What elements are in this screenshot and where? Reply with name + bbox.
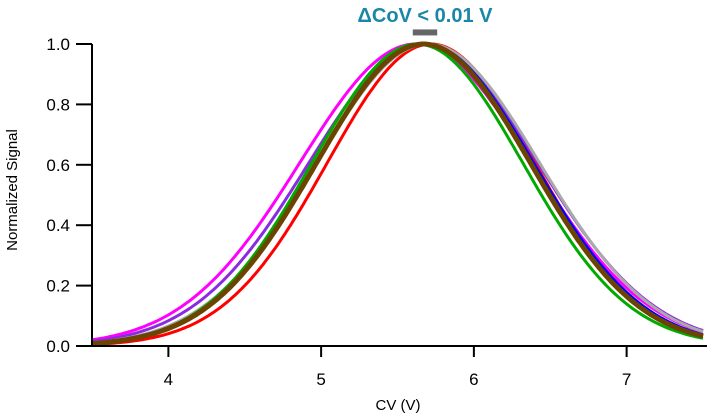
ticks: 4 5 6 7 0.0 0.2 0.4 0.6 0.8 1.0 [46, 35, 631, 389]
series-line-black [91, 43, 704, 345]
series-line-gray [91, 42, 704, 345]
y-tick-label: 0.6 [46, 156, 70, 175]
y-tick-label: 1.0 [46, 35, 70, 54]
chart-title: ΔCoV < 0.01 V [358, 5, 494, 27]
x-tick-label: 4 [164, 370, 173, 389]
x-axis-label: CV (V) [376, 397, 421, 414]
y-tick-label: 0.4 [46, 216, 70, 235]
series-line-purple [91, 42, 704, 343]
x-tick-label: 7 [622, 370, 631, 389]
series-layer [91, 41, 704, 346]
series-line-green [91, 42, 704, 345]
y-tick-label: 0.0 [46, 337, 70, 356]
annotation-bar [412, 29, 438, 36]
series-line-brown [91, 41, 704, 346]
series-line-blue [91, 42, 704, 345]
series-line-magenta [91, 42, 704, 342]
x-tick-label: 6 [469, 370, 478, 389]
y-axis-label: Normalized Signal [4, 129, 21, 251]
x-tick-label: 5 [316, 370, 325, 389]
y-tick-label: 0.2 [46, 277, 70, 296]
series-line-red [91, 42, 704, 346]
y-tick-label: 0.8 [46, 95, 70, 114]
